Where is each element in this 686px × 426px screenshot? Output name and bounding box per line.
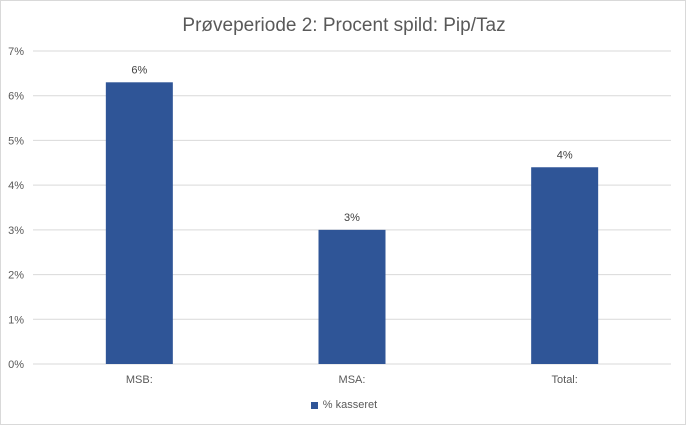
y-tick-label: 2% <box>8 270 24 282</box>
legend-label: % kasseret <box>322 399 378 411</box>
legend-swatch <box>310 401 318 409</box>
x-tick-label: MSA: <box>339 374 366 386</box>
bar <box>318 229 386 364</box>
data-label: 4% <box>557 149 573 161</box>
data-label: 3% <box>344 212 360 224</box>
x-tick-label: MSB: <box>126 374 153 386</box>
data-label: 6% <box>131 64 147 76</box>
y-tick-label: 3% <box>8 225 24 237</box>
y-tick-label: 4% <box>8 180 24 192</box>
bar <box>531 167 599 364</box>
y-tick-label: 1% <box>8 314 24 326</box>
legend: % kasseret <box>1 399 686 411</box>
y-tick-label: 0% <box>8 359 24 371</box>
y-tick-label: 5% <box>8 135 24 147</box>
chart-title: Prøveperiode 2: Procent spild: Pip/Taz <box>182 15 506 36</box>
bar <box>105 82 173 365</box>
y-tick-label: 7% <box>8 46 24 58</box>
y-tick-label: 6% <box>8 91 24 103</box>
x-tick-label: Total: <box>552 374 578 386</box>
